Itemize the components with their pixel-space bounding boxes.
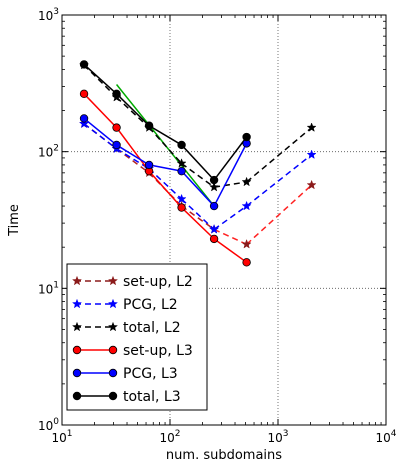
point-pcg-l2 <box>241 200 252 211</box>
point-pcg-l2 <box>209 224 220 234</box>
series-line-pcg-l2 <box>116 148 150 170</box>
point-total-l2 <box>209 181 220 192</box>
x-tick-label: 104 <box>375 429 396 445</box>
legend-label-total-l3: total, L3 <box>123 389 181 405</box>
y-tick-label: 102 <box>38 144 59 160</box>
series-line-pcg-l3 <box>181 170 215 207</box>
series-line-total-l3 <box>148 125 182 146</box>
legend-marker-set-up-l2 <box>71 275 83 286</box>
series-line-set-up-l3 <box>115 127 150 172</box>
series-line-pcg-l3 <box>83 117 118 146</box>
legend-marker-total-l3 <box>108 391 118 401</box>
point-pcg-l3 <box>209 201 219 211</box>
series-line-total-l3 <box>213 136 248 181</box>
legend-marker-pcg-l3 <box>72 368 82 378</box>
legend-marker-pcg-l3 <box>108 368 118 378</box>
series-line-pcg-l2 <box>148 168 183 200</box>
series-line-total-l2 <box>83 64 118 98</box>
point-total-l3 <box>79 60 89 69</box>
legend-marker-set-up-l3 <box>108 345 118 355</box>
point-set-up-l3 <box>242 258 251 267</box>
legend-box <box>66 263 208 411</box>
point-set-up-l2 <box>241 238 252 249</box>
legend-label-set-up-l2: set-up, L2 <box>123 274 193 290</box>
legend-label-set-up-l3: set-up, L3 <box>123 343 193 359</box>
series-line-pcg-l2 <box>213 205 248 230</box>
x-tick-label: 103 <box>267 429 288 445</box>
point-pcg-l3 <box>144 160 154 170</box>
legend: set-up, L2 PCG, L2 total, L2 set-up, L3 PCG,… <box>66 263 208 411</box>
series-line-set-up-l2 <box>116 148 150 174</box>
point-set-up-l3 <box>177 203 186 212</box>
series-line-set-up-l3 <box>148 170 183 209</box>
legend-marker-total-l3 <box>72 391 82 401</box>
series-line-pcg-l3 <box>213 143 248 207</box>
plot-frame <box>61 14 387 426</box>
legend-marker-pcg-l2 <box>71 298 83 309</box>
x-tick-label: 102 <box>159 429 180 445</box>
y-tick-label: 101 <box>38 280 59 296</box>
series-line-pcg-l2 <box>246 154 313 207</box>
series-line-total-l2 <box>148 127 183 164</box>
point-total-l3 <box>242 132 251 142</box>
legend-marker-total-l2 <box>107 321 119 332</box>
point-pcg-l2 <box>306 149 317 160</box>
point-total-l3 <box>209 175 219 185</box>
legend-marker-total-l2 <box>71 321 83 332</box>
point-total-l3 <box>177 140 186 150</box>
point-pcg-l2 <box>78 118 90 129</box>
x-tick-label: 101 <box>51 429 72 445</box>
y-axis-label: Time <box>7 204 22 237</box>
series-line-total-l2 <box>116 96 150 129</box>
point-total-l2 <box>176 158 187 168</box>
point-set-up-l3 <box>112 123 121 132</box>
point-pcg-l2 <box>176 193 187 204</box>
point-pcg-l3 <box>112 140 121 150</box>
point-total-l3 <box>144 121 154 130</box>
point-total-l3 <box>112 89 121 99</box>
series-line-pcg-l3 <box>116 144 150 166</box>
series-line-set-up-l3 <box>213 238 248 263</box>
series-line-set-up-l2 <box>246 184 313 245</box>
series-line-total-l3 <box>116 93 150 127</box>
series-line-set-up-l2 <box>213 228 247 245</box>
series-layer <box>78 59 317 267</box>
series-line-pcg-l2 <box>181 198 215 230</box>
series-line-total-l2 <box>213 181 247 188</box>
series-line-pcg-l2 <box>83 123 118 150</box>
series-line-total-l3 <box>181 144 215 181</box>
series-line-total-l2 <box>181 162 215 188</box>
point-pcg-l3 <box>79 114 89 123</box>
x-axis-label: num. subdomains <box>166 448 282 463</box>
point-total-l2 <box>241 176 252 187</box>
series-line-set-up-l3 <box>181 207 215 240</box>
y-tick-label: 103 <box>38 7 59 23</box>
legend-label-total-l2: total, L2 <box>123 320 181 336</box>
series-line-set-up-l2 <box>181 205 215 230</box>
point-total-l2 <box>306 122 317 132</box>
series-line-set-up-l3 <box>83 93 118 129</box>
point-set-up-l2 <box>306 179 317 190</box>
point-set-up-l3 <box>209 234 219 244</box>
point-pcg-l3 <box>177 166 186 176</box>
legend-marker-pcg-l2 <box>107 298 119 309</box>
series-line-total-l3 <box>83 63 118 95</box>
series-line-pcg-l3 <box>148 164 182 172</box>
legend-label-pcg-l2: PCG, L2 <box>123 297 178 313</box>
legend-marker-set-up-l3 <box>72 345 82 355</box>
point-set-up-l3 <box>79 89 89 99</box>
series-line-total-l2 <box>246 127 313 183</box>
legend-marker-set-up-l2 <box>107 275 119 286</box>
legend-label-pcg-l3: PCG, L3 <box>123 366 178 382</box>
